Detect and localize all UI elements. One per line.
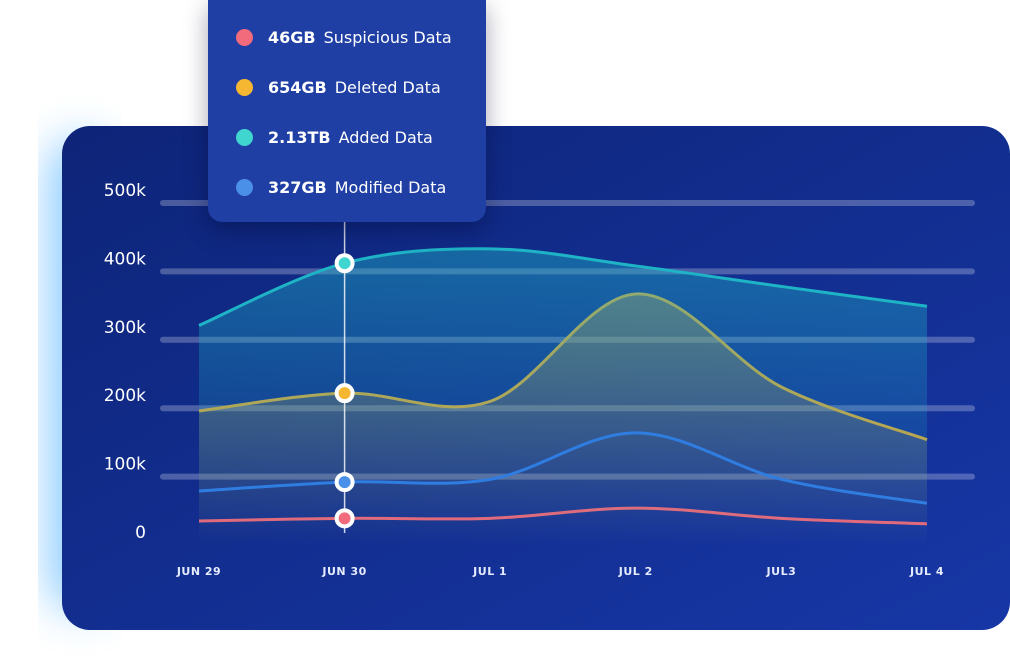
legend-dot	[236, 129, 253, 146]
tooltip-value: 46GB	[268, 28, 316, 47]
y-tick-label: 500k	[104, 181, 146, 201]
hover-point	[334, 472, 355, 493]
hover-point	[334, 508, 355, 529]
tooltip: 46GB Suspicious Data 654GB Deleted Data 2.13…	[208, 0, 486, 222]
x-tick-label: JUN 30	[321, 565, 366, 578]
legend-label: Added Data	[338, 128, 433, 147]
hover-point	[334, 253, 355, 274]
legend-dot	[236, 79, 253, 96]
tooltip-value: 327GB	[268, 178, 327, 197]
line	[198, 247, 928, 327]
x-tick-label: JUL 1	[472, 565, 507, 578]
x-tick-label: JUL3	[766, 565, 797, 578]
area	[199, 248, 927, 545]
y-tick-label: 400k	[104, 249, 146, 269]
legend-label: Modified Data	[334, 178, 447, 197]
hover-point	[334, 383, 355, 404]
x-tick-label: JUL 4	[909, 565, 944, 578]
tooltip-value: 654GB	[268, 78, 327, 97]
y-tick-label: 300k	[104, 318, 146, 338]
tooltip-value: 2.13TB	[268, 128, 331, 147]
tooltip-item: 46GB Suspicious Data	[236, 28, 452, 47]
y-tick-label: 100k	[104, 455, 146, 475]
y-tick-label: 0	[135, 523, 146, 543]
legend-label: Suspicious Data	[323, 28, 452, 47]
x-tick-label: JUL 2	[618, 565, 653, 578]
legend-label: Deleted Data	[334, 78, 441, 97]
legend-dot	[236, 29, 253, 46]
legend-dot	[236, 179, 253, 196]
y-tick-label: 200k	[104, 386, 146, 406]
tooltip-item: 654GB Deleted Data	[236, 78, 441, 97]
x-tick-label: JUN 29	[176, 565, 221, 578]
tooltip-item: 327GB Modified Data	[236, 178, 446, 197]
tooltip-item: 2.13TB Added Data	[236, 128, 433, 147]
line	[198, 431, 928, 505]
